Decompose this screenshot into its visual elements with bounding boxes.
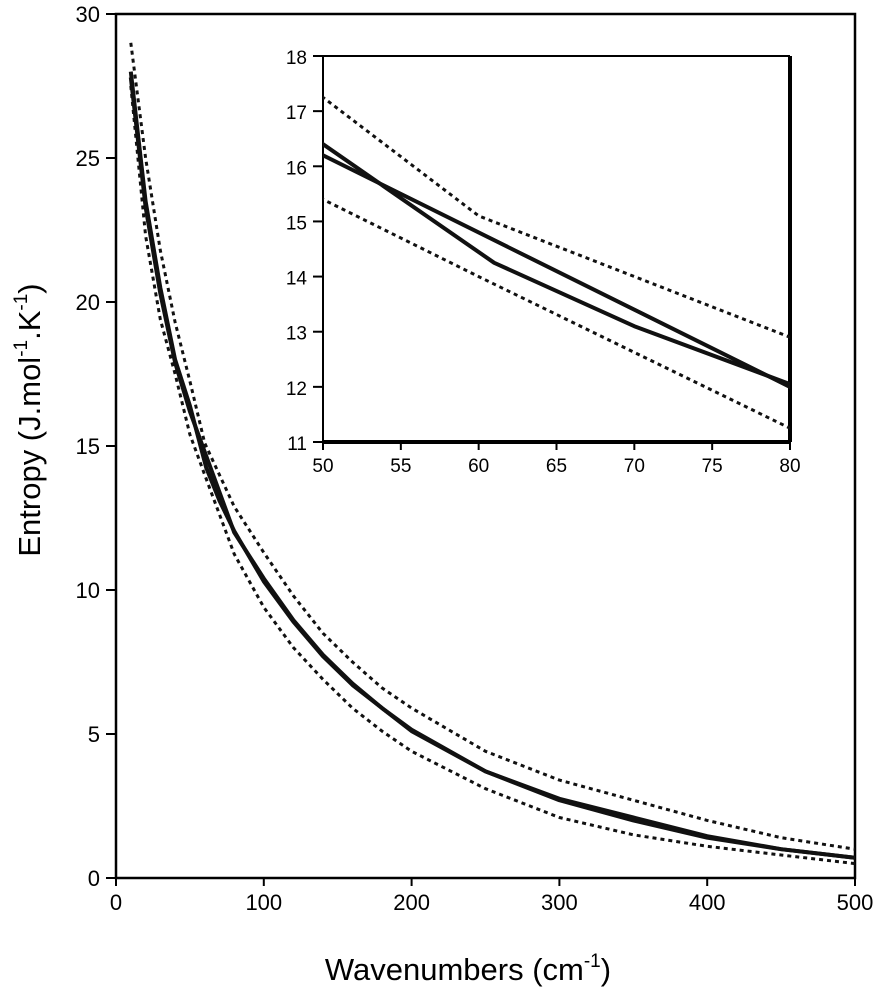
main-series-lower-bound [129, 85, 855, 866]
inset-y-tick-label: 14 [286, 269, 308, 290]
inset-x-tick-label: 80 [779, 456, 800, 477]
main-x-tick-label: 100 [245, 890, 282, 915]
main-y-tick-label: 5 [88, 722, 100, 747]
inset-x-tick-label: 65 [546, 456, 567, 477]
main-y-tick-label: 15 [76, 434, 100, 459]
inset-x-tick-label: 50 [312, 456, 333, 477]
main-y-tick-label: 25 [76, 146, 100, 171]
main-y-tick-label: 30 [76, 2, 100, 27]
main-y-tick-label: 20 [76, 290, 100, 315]
main-x-tick-label: 200 [393, 890, 430, 915]
main-y-tick-label: 0 [88, 866, 100, 891]
inset-y-tick-label: 12 [286, 379, 307, 400]
inset-y-tick-label: 18 [286, 48, 307, 69]
inset-y-tick-label: 13 [286, 324, 307, 345]
inset-y-tick-label: 17 [286, 103, 307, 124]
inset-x-tick-label: 75 [702, 456, 723, 477]
inset-y-tick-label: 16 [286, 158, 307, 179]
inset-background [323, 56, 790, 442]
main-series-solid-2 [128, 77, 855, 860]
main-x-tick-label: 0 [110, 890, 122, 915]
inset-x-tick-label: 55 [390, 456, 411, 477]
inset-x-tick-label: 60 [468, 456, 489, 477]
y-axis-label: Entropy (J.mol-1.K-1) [11, 283, 47, 556]
x-axis-label: Wavenumbers (cm-1) [325, 951, 611, 987]
inset-y-tick-label: 11 [287, 434, 307, 455]
main-y-tick-label: 10 [76, 578, 100, 603]
main-series-upper-bound [129, 42, 855, 851]
main-x-tick-label: 500 [837, 890, 874, 915]
main-x-tick-label: 300 [541, 890, 578, 915]
main-x-tick-label: 400 [689, 890, 726, 915]
inset-y-tick-label: 15 [286, 213, 307, 234]
inset-x-tick-label: 70 [624, 456, 645, 477]
